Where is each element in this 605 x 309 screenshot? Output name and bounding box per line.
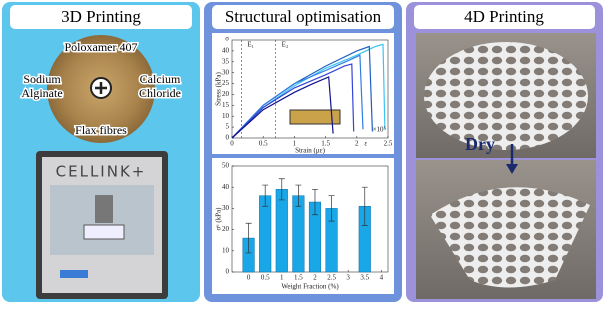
y-tick-label: 35	[222, 57, 230, 65]
material-label: Poloxamer 407	[65, 40, 138, 54]
printer-screen	[60, 270, 88, 278]
y-tick-label: 25	[222, 79, 230, 87]
marker-label: E₁	[247, 41, 254, 49]
bar	[293, 196, 305, 272]
y-tick-label: 40	[222, 46, 230, 54]
y-tick-label: 30	[222, 204, 230, 212]
x-axis-label: Weight Fraction (%)	[281, 283, 339, 291]
x-tick-label: 2	[313, 274, 317, 282]
x-tick-label: 1	[280, 274, 284, 282]
x-tick-label: 0.5	[261, 274, 270, 282]
material-label: Chloride	[139, 86, 181, 100]
print-bed	[84, 225, 124, 239]
y-tick-label: 10	[222, 112, 230, 120]
y-tick-label: 50	[222, 162, 230, 170]
panel-title: 3D Printing	[61, 7, 141, 26]
y-axis-label: Stress (kPa)	[215, 72, 223, 106]
marker-label: E₂	[282, 41, 289, 49]
y-symbol: σ	[225, 35, 229, 43]
x-tick-label: 2.5	[327, 274, 336, 282]
y-tick-label: 20	[222, 225, 230, 233]
x-tick-label: 4	[380, 274, 384, 282]
x-symbol: ε	[364, 140, 367, 148]
printer-brand: CELLINK+	[56, 163, 147, 181]
panel-title: 4D Printing	[464, 7, 544, 26]
x-tick-label: 3	[346, 274, 350, 282]
print-head	[95, 195, 113, 223]
figure: 3D Printing Structural optimisation 4D P…	[0, 0, 605, 304]
material-label: Flax fibres	[75, 123, 127, 137]
y-tick-label: 20	[222, 90, 230, 98]
y-tick-label: 10	[222, 246, 230, 254]
x-tick-label: 2	[355, 140, 359, 148]
material-label: Alginate	[21, 86, 62, 100]
x-tick-label: 0	[247, 274, 251, 282]
bar	[259, 196, 271, 272]
x-tick-label: 0.5	[259, 140, 268, 148]
material-label: Calcium	[140, 72, 181, 86]
annotation: Dry	[465, 134, 495, 154]
y-tick-label: 15	[222, 101, 230, 109]
bar	[276, 189, 288, 272]
y-tick-label: 5	[226, 123, 230, 131]
panel-title: Structural optimisation	[225, 7, 382, 26]
material-label: Sodium	[23, 72, 61, 86]
x-axis-label: Strain (με)	[295, 147, 325, 155]
x-tick-label: 0	[230, 140, 234, 148]
x-multiplier: ×10⁵	[373, 126, 387, 134]
y-tick-label: 0	[226, 134, 230, 142]
y-tick-label: 0	[226, 268, 230, 276]
lattice-flat	[424, 42, 588, 150]
x-tick-label: 1.5	[294, 274, 303, 282]
y-tick-label: 30	[222, 68, 230, 76]
x-tick-label: 3.5	[360, 274, 369, 282]
y-tick-label: 40	[222, 183, 230, 191]
x-tick-label: 2.5	[384, 140, 393, 148]
y-axis-label: σᵘ (kPa)	[215, 207, 223, 231]
